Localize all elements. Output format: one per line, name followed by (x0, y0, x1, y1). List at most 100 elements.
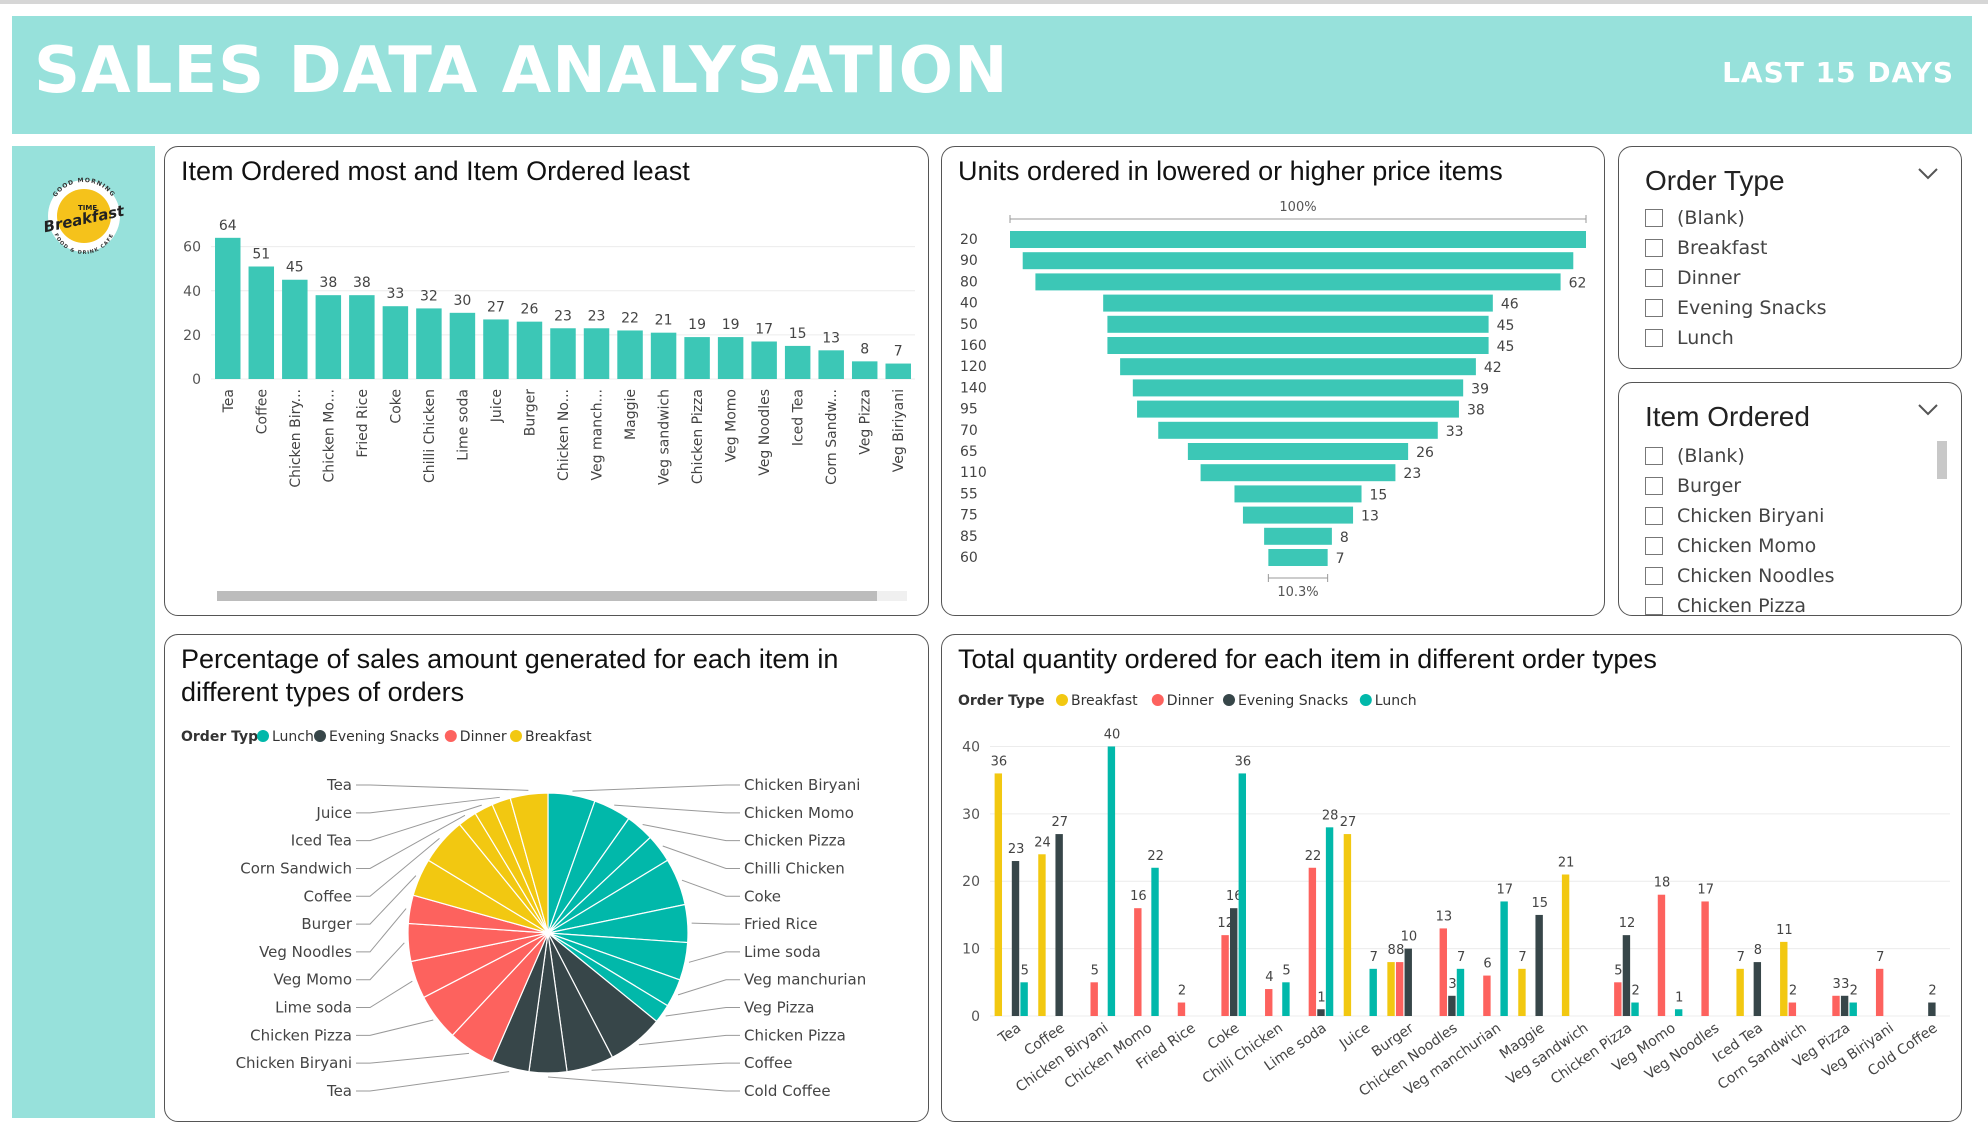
cluster-bar (1736, 968, 1744, 1016)
funnel-bar (1107, 337, 1489, 354)
pie-leader-line (356, 837, 440, 897)
funnel-data-label: 45 (1497, 318, 1515, 334)
order-type-option-label: Dinner (1677, 267, 1741, 289)
cluster-data-label: 17 (1697, 882, 1714, 897)
item-ordered-option[interactable]: Chicken Momo (1645, 535, 1816, 557)
chevron-down-icon[interactable] (1917, 403, 1939, 417)
sidebar: GOOD MORNING FOOD & DRINK CAFE TIME Brea… (12, 146, 155, 1118)
cluster-bar (1090, 982, 1098, 1016)
checkbox[interactable] (1645, 329, 1663, 347)
cluster-bar (1343, 834, 1352, 1016)
cluster-bar (1308, 867, 1317, 1016)
checkbox[interactable] (1645, 209, 1663, 227)
order-type-option-label: Evening Snacks (1677, 297, 1827, 319)
funnel-data-label: 38 (1467, 403, 1485, 419)
bar-x-tick: Lime soda (455, 389, 471, 461)
cluster-y-tick: 40 (962, 739, 980, 755)
funnel-data-label: 15 (1370, 487, 1388, 503)
cluster-bar (1622, 935, 1631, 1016)
funnel-title: Units ordered in lowered or higher price… (958, 156, 1503, 186)
bar (516, 321, 543, 379)
pie-slice-label: Coffee (304, 887, 352, 905)
order-type-option[interactable]: Dinner (1645, 267, 1741, 289)
item-ordered-option-label: Chicken Pizza (1677, 595, 1807, 616)
pie-leader-line (677, 979, 740, 996)
funnel-category-label: 120 (960, 359, 987, 375)
cluster-data-label: 22 (1305, 849, 1322, 864)
checkbox[interactable] (1645, 299, 1663, 317)
slicer-scrollbar[interactable] (1937, 441, 1947, 479)
cluster-data-label: 5 (1282, 963, 1290, 978)
bar-x-tick: Juice (489, 389, 505, 423)
cluster-y-tick: 20 (962, 874, 980, 890)
checkbox[interactable] (1645, 537, 1663, 555)
bar-x-tick: Chicken No... (556, 389, 572, 481)
item-ordered-option[interactable]: Burger (1645, 475, 1741, 497)
funnel-data-label: 42 (1484, 360, 1502, 376)
order-type-option-label: Breakfast (1677, 237, 1768, 259)
checkbox[interactable] (1645, 269, 1663, 287)
order-type-option-label: Lunch (1677, 327, 1734, 349)
order-type-option[interactable]: Evening Snacks (1645, 297, 1827, 319)
bar (416, 308, 442, 379)
cluster-data-label: 2 (1789, 984, 1797, 999)
item-ordered-option[interactable]: Chicken Noodles (1645, 565, 1835, 587)
item-ordered-slicer: Item Ordered (Blank) Burger Chicken Biryan… (1618, 382, 1962, 616)
funnel-data-label: 39 (1471, 381, 1489, 397)
bar (215, 237, 241, 379)
cluster-data-label: 7 (1518, 950, 1526, 965)
pie-leader-line (662, 845, 740, 869)
cluster-legend-marker (1056, 694, 1068, 706)
pie-legend-label: Breakfast (525, 729, 592, 745)
pie-leader-line (356, 804, 482, 842)
cluster-bar (1395, 962, 1404, 1016)
checkbox[interactable] (1645, 477, 1663, 495)
items-bar-chart: 0 20 40 60 64 Tea 51 Coffee 45 Chicken Biry... 38 C… (183, 218, 915, 601)
breakfast-logo: GOOD MORNING FOOD & DRINK CAFE TIME Brea… (42, 177, 127, 256)
pie-slice-label: Iced Tea (291, 832, 352, 850)
cluster-data-label: 1 (1675, 990, 1683, 1005)
pie-chart-title: Percentage of sales amount generated for… (181, 643, 838, 709)
pie-slice-label: Veg Noodles (259, 943, 352, 961)
item-ordered-option[interactable]: (Blank) (1645, 445, 1745, 467)
item-ordered-option[interactable]: Chicken Biryani (1645, 505, 1824, 527)
bar-data-label: 33 (386, 286, 404, 302)
checkbox[interactable] (1645, 507, 1663, 525)
pie-leader-line (638, 1034, 740, 1046)
order-type-option[interactable]: Lunch (1645, 327, 1734, 349)
pie-slice-label: Cold Coffee (744, 1082, 831, 1100)
funnel-bar (1137, 400, 1459, 418)
bar-data-label: 23 (554, 308, 572, 324)
pie-leader-line (547, 1076, 740, 1092)
funnel-panel: Units ordered in lowered or higher price… (941, 146, 1605, 616)
pie-slice (509, 792, 549, 934)
item-ordered-option-label: Chicken Biryani (1677, 505, 1825, 527)
pie-leader-line (642, 823, 740, 842)
cluster-data-label: 36 (991, 754, 1008, 769)
cluster-bar (1282, 982, 1290, 1016)
checkbox[interactable] (1645, 597, 1663, 615)
bar-data-label: 13 (822, 330, 840, 346)
pie-leader-line (572, 784, 740, 792)
checkbox[interactable] (1645, 239, 1663, 257)
funnel-category-label: 140 (960, 380, 987, 396)
funnel-category-label: 90 (960, 253, 978, 269)
cluster-bar (1535, 914, 1543, 1016)
chevron-down-icon[interactable] (1917, 167, 1939, 181)
bar (784, 345, 811, 379)
cluster-data-label: 6 (1483, 957, 1491, 972)
bar-x-tick: Tea (221, 389, 237, 413)
checkbox[interactable] (1645, 447, 1663, 465)
cluster-bar (1849, 1002, 1857, 1016)
order-type-option[interactable]: (Blank) (1645, 207, 1745, 229)
cluster-bar (1325, 827, 1334, 1016)
order-type-option[interactable]: Breakfast (1645, 237, 1767, 259)
funnel-bar (1120, 358, 1476, 376)
bar-data-label: 23 (588, 308, 606, 324)
bar-x-tick: Coke (388, 389, 404, 424)
funnel-bar (1132, 379, 1464, 397)
pie-slice-label: Chicken Biryani (744, 776, 860, 794)
pie-legend-marker (257, 730, 269, 742)
checkbox[interactable] (1645, 567, 1663, 585)
item-ordered-option[interactable]: Chicken Pizza (1645, 595, 1807, 616)
